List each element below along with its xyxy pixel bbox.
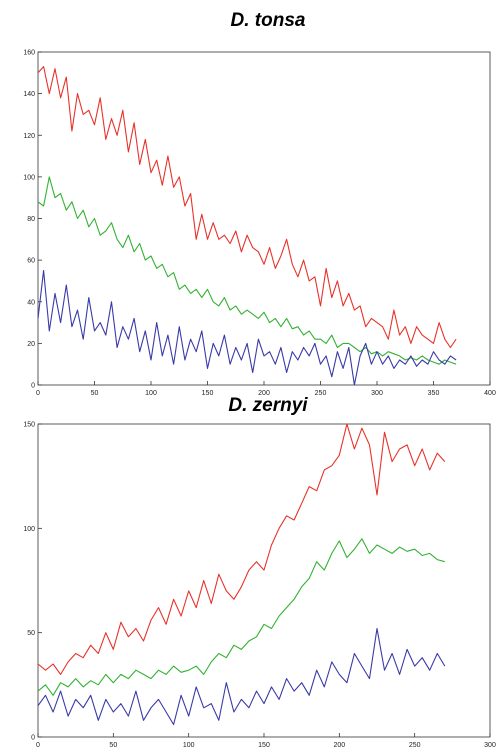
plot-frame-2 bbox=[37, 423, 491, 738]
series-line-1-1 bbox=[37, 66, 457, 349]
y-tick-label-1-8: 160 bbox=[23, 50, 35, 57]
y-tick-label-1-2: 40 bbox=[27, 299, 35, 306]
series-line-2-3 bbox=[37, 627, 446, 726]
chart-panel-2: D. zernyi 0 50 100 150 200 250 300 0 50 100 150 bbox=[23, 395, 496, 749]
x-tick-label-2-4: 200 bbox=[333, 742, 345, 749]
y-tick-label-2-0: 0 bbox=[31, 735, 35, 742]
y-tick-label-1-1: 20 bbox=[27, 341, 35, 348]
x-tick-label-1-6: 300 bbox=[371, 390, 383, 397]
axis-ticks-2: 0 50 100 150 200 250 300 0 50 100 150 bbox=[23, 422, 496, 750]
y-tick-label-1-3: 60 bbox=[27, 258, 35, 265]
series-line-2-2 bbox=[37, 538, 445, 696]
x-tick-label-2-1: 50 bbox=[109, 742, 117, 749]
y-tick-label-1-4: 80 bbox=[27, 216, 35, 223]
y-tick-label-1-0: 0 bbox=[31, 383, 35, 390]
x-tick-label-1-5: 250 bbox=[315, 390, 327, 397]
x-tick-label-1-8: 400 bbox=[484, 390, 496, 397]
series-group-2 bbox=[37, 423, 446, 726]
x-tick-label-2-3: 150 bbox=[258, 742, 270, 749]
x-tick-label-1-7: 350 bbox=[428, 390, 440, 397]
series-line-1-2 bbox=[37, 176, 457, 365]
chart-title-2: D. zernyi bbox=[228, 395, 308, 416]
x-tick-label-1-4: 200 bbox=[258, 390, 270, 397]
series-group-1 bbox=[37, 66, 457, 386]
y-tick-label-2-3: 150 bbox=[23, 422, 35, 429]
x-tick-label-1-1: 50 bbox=[91, 390, 99, 397]
x-tick-label-2-6: 300 bbox=[484, 742, 496, 749]
series-line-2-1 bbox=[37, 423, 446, 675]
y-tick-label-2-2: 100 bbox=[23, 526, 35, 533]
chart-panel-1: D. tonsa 0 50 100 150 200 250 300 350 400 0 20 40 60… bbox=[23, 10, 496, 397]
y-tick-label-1-5: 100 bbox=[23, 174, 35, 181]
x-tick-label-2-0: 0 bbox=[36, 742, 40, 749]
x-tick-label-2-5: 250 bbox=[409, 742, 421, 749]
x-tick-label-1-0: 0 bbox=[36, 390, 40, 397]
x-tick-label-1-2: 100 bbox=[145, 390, 157, 397]
y-tick-label-1-6: 120 bbox=[23, 133, 35, 140]
x-tick-label-1-3: 150 bbox=[202, 390, 214, 397]
axis-ticks-1: 0 50 100 150 200 250 300 350 400 0 20 40 60 80 100 120 1… bbox=[23, 50, 496, 398]
y-tick-label-2-1: 50 bbox=[27, 630, 35, 637]
y-tick-label-1-7: 140 bbox=[23, 91, 35, 98]
series-line-1-3 bbox=[37, 269, 457, 386]
x-tick-label-2-2: 100 bbox=[183, 742, 195, 749]
chart-title-1: D. tonsa bbox=[231, 10, 306, 31]
